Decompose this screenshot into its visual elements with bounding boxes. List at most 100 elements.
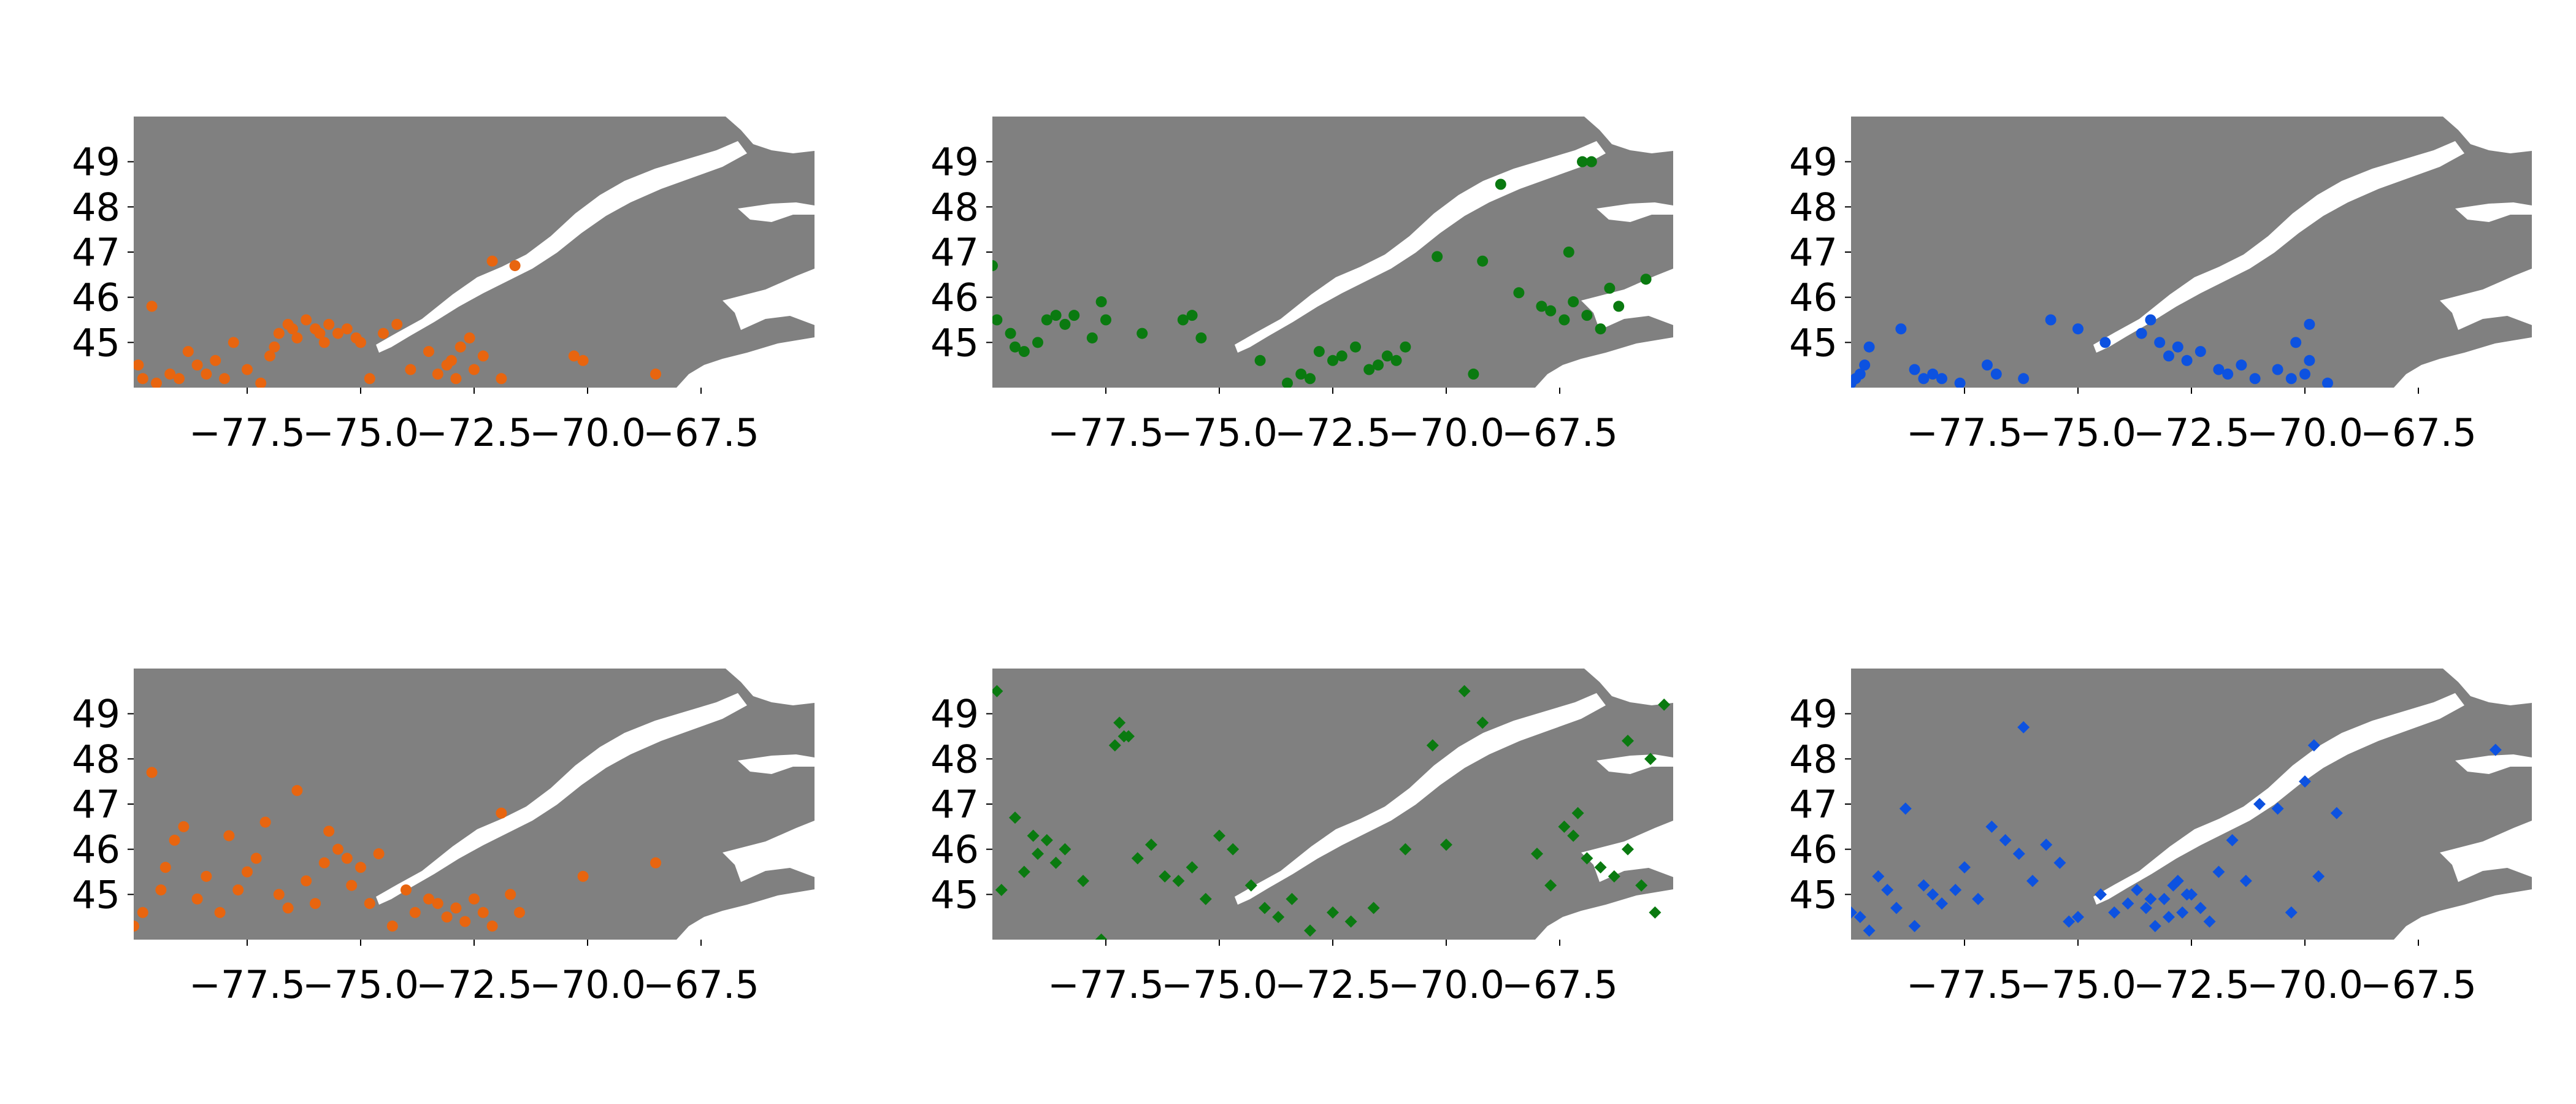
- diamond-marker: [2158, 892, 2171, 905]
- point-marker: [1468, 368, 1479, 380]
- point-marker: [1568, 296, 1579, 308]
- diamond-marker: [2131, 883, 2144, 896]
- point-marker: [505, 889, 516, 900]
- diamond-marker: [1018, 865, 1030, 878]
- x-tick-label: −67.5: [1501, 410, 1618, 455]
- point-marker: [137, 907, 148, 918]
- point-marker: [232, 884, 244, 895]
- diamond-marker: [1863, 924, 1876, 937]
- point-marker: [650, 857, 661, 868]
- diamond-marker: [2122, 897, 2134, 910]
- diamond-marker: [2017, 721, 2030, 734]
- point-marker: [178, 821, 190, 832]
- x-tick-label: −77.5: [189, 962, 305, 1007]
- diamond-marker: [1571, 807, 1584, 819]
- y-tick-label: 49: [72, 692, 120, 737]
- point-marker: [450, 373, 462, 385]
- point-marker: [1536, 301, 1547, 312]
- x-tick-label: −72.5: [1275, 410, 1391, 455]
- point-marker: [1954, 377, 1966, 388]
- diamond-marker: [1851, 906, 1857, 919]
- point-marker: [341, 853, 353, 864]
- point-marker: [201, 870, 212, 882]
- point-marker: [373, 848, 385, 860]
- point-marker: [169, 834, 180, 846]
- y-tick-label: 45: [72, 320, 120, 365]
- point-marker: [1558, 314, 1570, 326]
- diamond-marker: [1344, 915, 1357, 928]
- diamond-marker: [1131, 852, 1144, 865]
- diamond-marker: [1544, 879, 1557, 892]
- point-marker: [1005, 328, 1016, 339]
- point-marker: [1854, 368, 1866, 380]
- point-marker: [1373, 359, 1384, 371]
- y-tick-label: 45: [72, 872, 120, 917]
- point-marker: [1863, 341, 1875, 353]
- diamond-marker: [1227, 843, 1240, 856]
- point-marker: [191, 893, 203, 905]
- point-marker: [1477, 255, 1489, 267]
- x-tick-label: −67.5: [2360, 962, 2477, 1007]
- point-marker: [269, 341, 280, 353]
- diamond-marker: [1635, 879, 1648, 892]
- point-marker: [255, 377, 267, 388]
- point-marker: [2172, 341, 2183, 353]
- point-marker: [1295, 368, 1307, 380]
- point-marker: [1563, 247, 1574, 258]
- x-tick-label: −77.5: [1906, 962, 2023, 1007]
- y-tick-label: 45: [930, 872, 979, 917]
- point-marker: [1363, 364, 1375, 375]
- point-marker: [2290, 337, 2302, 348]
- point-marker: [391, 318, 403, 330]
- point-marker: [577, 355, 589, 366]
- point-marker: [450, 902, 462, 914]
- diamond-marker: [1658, 698, 1671, 711]
- point-marker: [282, 902, 294, 914]
- diamond-marker: [1872, 870, 1885, 883]
- diamond-marker: [2072, 911, 2084, 924]
- diamond-marker: [2026, 875, 2039, 887]
- x-tick-label: −75.0: [2020, 962, 2136, 1007]
- point-marker: [386, 920, 398, 932]
- diamond-marker: [1881, 883, 1894, 896]
- y-tick-label: 47: [930, 230, 979, 275]
- point-marker: [1432, 251, 1443, 263]
- point-marker: [259, 816, 271, 828]
- diamond-marker: [1926, 888, 1939, 901]
- point-marker: [496, 807, 507, 819]
- diamond-marker: [2312, 870, 2325, 883]
- diamond-marker: [1009, 811, 1021, 824]
- point-marker: [1100, 314, 1111, 326]
- point-marker: [405, 364, 416, 375]
- point-marker: [992, 314, 1003, 326]
- point-marker: [1581, 310, 1593, 321]
- point-marker: [137, 373, 148, 385]
- y-tick-label: 45: [1789, 872, 1838, 917]
- diamond-marker: [1581, 852, 1593, 865]
- point-marker: [1936, 373, 1947, 385]
- diamond-marker: [2489, 743, 2502, 756]
- diamond-marker: [2012, 848, 2025, 861]
- diamond-marker: [1594, 861, 1607, 874]
- x-tick-label: −75.0: [302, 410, 419, 455]
- point-marker: [2222, 368, 2234, 380]
- point-marker: [323, 826, 335, 837]
- diamond-marker: [2053, 856, 2066, 869]
- diamond-marker: [2149, 919, 2161, 932]
- point-marker: [301, 314, 312, 326]
- point-marker: [992, 260, 998, 272]
- y-tick-label: 46: [72, 827, 120, 872]
- diamond-marker: [995, 883, 1008, 896]
- point-marker: [1282, 377, 1293, 388]
- y-tick-label: 47: [1789, 782, 1838, 827]
- point-marker: [1927, 368, 1939, 380]
- diamond-marker: [1027, 829, 1040, 842]
- diamond-marker: [2040, 838, 2053, 851]
- diamond-marker: [1244, 879, 1257, 892]
- diamond-marker: [1095, 933, 1108, 940]
